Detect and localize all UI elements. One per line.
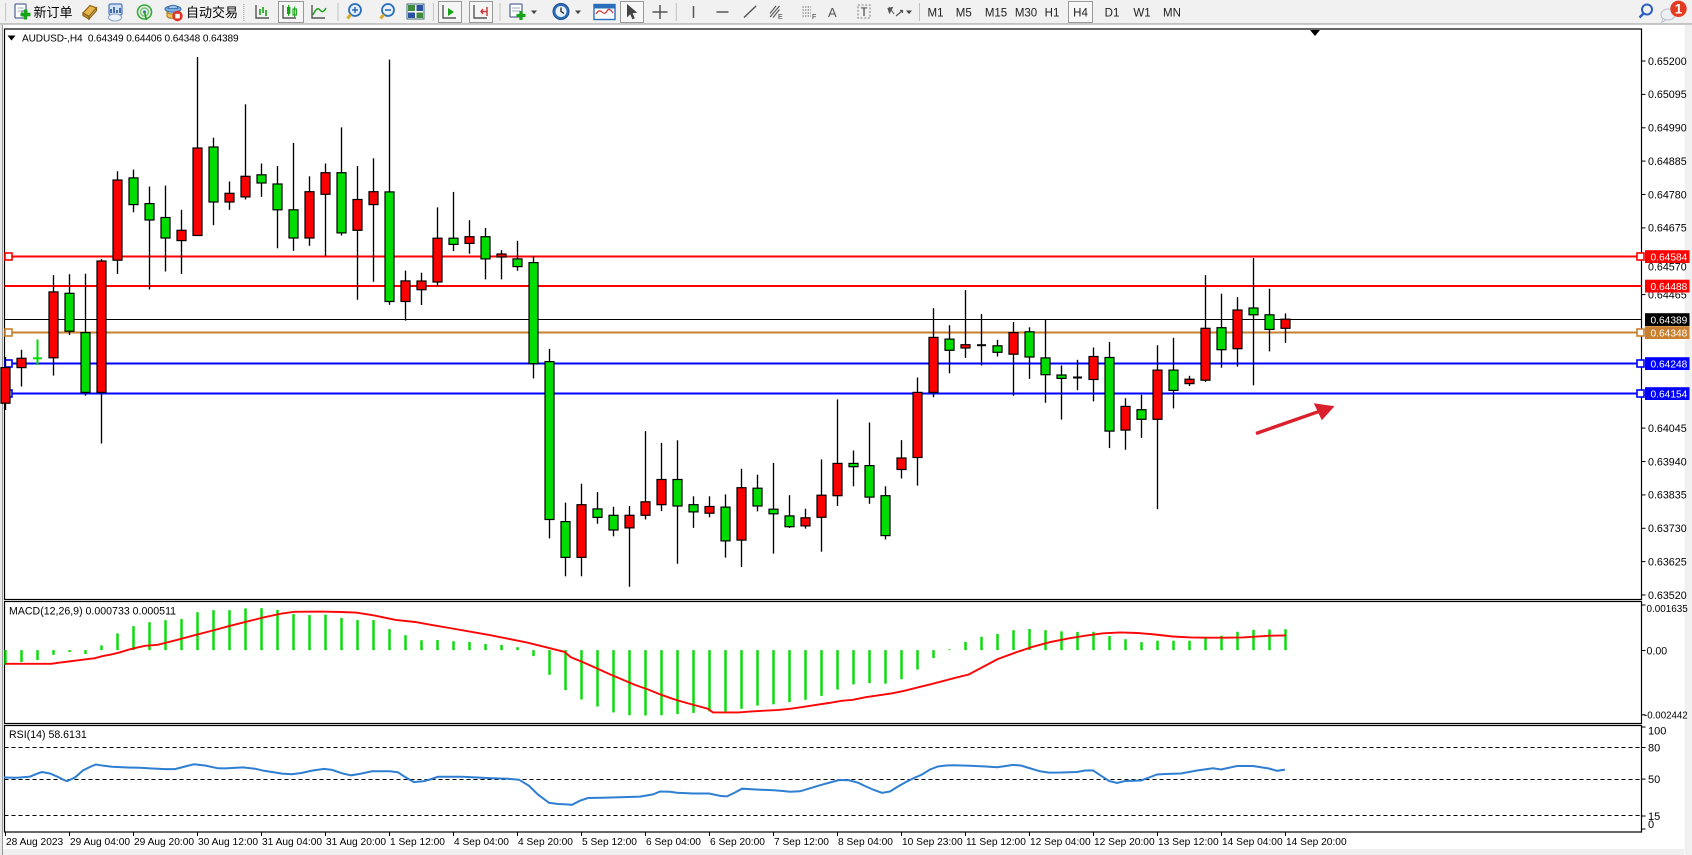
svg-text:29 Aug 04:00: 29 Aug 04:00 [70,837,130,848]
svg-text:0.64488: 0.64488 [1651,282,1688,293]
svg-text:0.63625: 0.63625 [1648,556,1687,568]
svg-text:RSI(14) 58.6131: RSI(14) 58.6131 [9,729,87,741]
svg-text:10 Sep 23:00: 10 Sep 23:00 [902,837,963,848]
svg-text:11 Sep 12:00: 11 Sep 12:00 [966,837,1026,848]
svg-text:7 Sep 12:00: 7 Sep 12:00 [774,837,829,848]
svg-text:M15: M15 [985,8,1007,20]
svg-text:M5: M5 [956,8,972,20]
svg-text:1: 1 [1675,2,1683,17]
svg-text:0.64584: 0.64584 [1651,252,1688,263]
svg-text:0.65200: 0.65200 [1648,56,1687,68]
svg-text:D1: D1 [1105,8,1120,20]
svg-text:新订单: 新订单 [34,5,73,20]
svg-text:80: 80 [1648,742,1660,754]
svg-text:29 Aug 20:00: 29 Aug 20:00 [134,837,194,848]
svg-text:AUDUSD-,H4 0.64349 0.64406 0.: AUDUSD-,H4 0.64349 0.64406 0.64348 0.643… [22,34,239,45]
svg-text:0.001635: 0.001635 [1647,604,1689,615]
svg-text:15: 15 [1648,811,1660,823]
svg-text:0.63940: 0.63940 [1648,456,1687,468]
svg-text:0.63835: 0.63835 [1648,490,1687,502]
svg-text:0.64248: 0.64248 [1651,359,1688,370]
svg-text:0.00: 0.00 [1647,645,1668,657]
svg-text:12 Sep 20:00: 12 Sep 20:00 [1094,837,1155,848]
svg-text:1 Sep 12:00: 1 Sep 12:00 [390,837,445,848]
svg-text:0.64348: 0.64348 [1651,328,1688,339]
svg-text:0.63520: 0.63520 [1648,590,1687,602]
svg-text:100: 100 [1648,726,1666,738]
svg-text:0.64990: 0.64990 [1648,123,1687,135]
svg-text:0.65095: 0.65095 [1648,89,1687,101]
svg-text:0.63730: 0.63730 [1648,523,1687,535]
svg-text:MACD(12,26,9) 0.000733 0.00051: MACD(12,26,9) 0.000733 0.000511 [9,606,176,618]
svg-text:0.64675: 0.64675 [1648,223,1687,235]
svg-text:31 Aug 04:00: 31 Aug 04:00 [262,837,322,848]
svg-text:28 Aug 2023: 28 Aug 2023 [6,837,64,848]
svg-text:0.64154: 0.64154 [1651,389,1688,400]
svg-text:0.64885: 0.64885 [1648,156,1687,168]
svg-text:4 Sep 20:00: 4 Sep 20:00 [518,837,573,848]
svg-text:4 Sep 04:00: 4 Sep 04:00 [454,837,509,848]
svg-text:14 Sep 04:00: 14 Sep 04:00 [1222,837,1283,848]
svg-text:0: 0 [1648,819,1654,831]
svg-text:0.64780: 0.64780 [1648,189,1687,201]
svg-text:50: 50 [1648,774,1660,786]
svg-text:0.64570: 0.64570 [1648,261,1687,273]
svg-text:F: F [812,14,816,21]
svg-text:8 Sep 04:00: 8 Sep 04:00 [838,837,893,848]
svg-text:H1: H1 [1045,8,1060,20]
svg-text:5 Sep 12:00: 5 Sep 12:00 [582,837,637,848]
svg-text:13 Sep 12:00: 13 Sep 12:00 [1158,837,1219,848]
svg-text:MN: MN [1163,8,1181,20]
svg-text:12 Sep 04:00: 12 Sep 04:00 [1030,837,1091,848]
svg-text:M30: M30 [1015,8,1037,20]
svg-text:E: E [778,14,783,21]
svg-text:T: T [861,7,868,19]
svg-text:W1: W1 [1133,8,1150,20]
svg-text:M1: M1 [928,8,944,20]
svg-text:0.64045: 0.64045 [1648,423,1687,435]
svg-text:30 Aug 12:00: 30 Aug 12:00 [198,837,258,848]
svg-text:A: A [828,5,837,20]
svg-text:0.64389: 0.64389 [1651,315,1688,326]
svg-text:31 Aug 20:00: 31 Aug 20:00 [326,837,386,848]
svg-text:自动交易: 自动交易 [186,5,238,20]
svg-text:H4: H4 [1073,8,1088,20]
svg-text:14 Sep 20:00: 14 Sep 20:00 [1286,837,1347,848]
svg-text:-0.002442: -0.002442 [1644,711,1688,722]
svg-text:6 Sep 20:00: 6 Sep 20:00 [710,837,765,848]
svg-text:6 Sep 04:00: 6 Sep 04:00 [646,837,701,848]
